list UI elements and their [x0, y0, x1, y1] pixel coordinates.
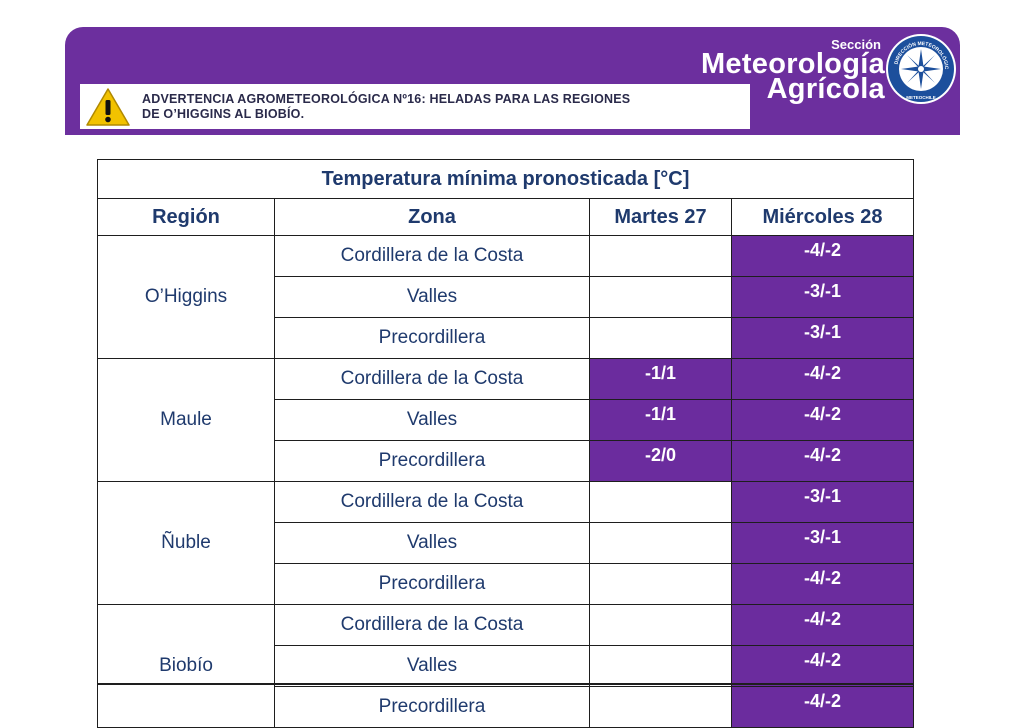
- martes-value-cell: [589, 481, 732, 523]
- zona-cell: Cordillera de la Costa: [274, 481, 590, 523]
- martes-value-cell: -2/0: [589, 440, 732, 482]
- martes-value-cell: [589, 604, 732, 646]
- martes-value-cell: [589, 645, 732, 687]
- table-row: Precordillera -3/-1: [98, 317, 915, 359]
- miercoles-value-cell: -3/-1: [730, 522, 915, 564]
- header-zona: Zona: [274, 198, 590, 236]
- martes-value-cell: -1/1: [589, 358, 732, 400]
- martes-value-cell: [589, 563, 732, 605]
- table-title: Temperatura mínima pronosticada [°C]: [96, 159, 915, 199]
- header-miercoles: Miércoles 28: [730, 198, 915, 236]
- table-row: Valles -4/-2: [98, 645, 915, 687]
- region-cell: Maule: [97, 358, 275, 482]
- zona-cell: Cordillera de la Costa: [274, 604, 590, 646]
- miercoles-value-cell: -4/-2: [730, 563, 915, 605]
- table-row: Ñuble Cordillera de la Costa -3/-1: [97, 481, 915, 605]
- zona-cell: Valles: [274, 399, 590, 441]
- zona-cell: Valles: [274, 645, 590, 687]
- zona-cell: Precordillera: [274, 686, 590, 728]
- zona-cell: Valles: [274, 522, 590, 564]
- zona-cell: Cordillera de la Costa: [274, 358, 590, 400]
- table-row: O’Higgins Cordillera de la Costa -4/-2: [97, 235, 915, 359]
- table-row: Maule Cordillera de la Costa -1/1 -4/-2: [97, 358, 915, 482]
- brand-line-1: Meteorología: [700, 48, 885, 80]
- zona-cell: Precordillera: [274, 440, 590, 482]
- table-row: Precordillera -4/-2: [98, 563, 915, 605]
- miercoles-value-cell: -4/-2: [730, 358, 915, 400]
- brand-logo-text: Sección Meteorología Agrícola: [690, 38, 885, 108]
- miercoles-value-cell: -4/-2: [730, 604, 915, 646]
- region-cell: Ñuble: [97, 481, 275, 605]
- zona-cell: Precordillera: [274, 563, 590, 605]
- martes-value-cell: [589, 317, 732, 359]
- table-bottom-rule: [97, 683, 913, 685]
- miercoles-value-cell: -3/-1: [730, 317, 915, 359]
- meteochile-seal-icon: DIRECCIÓN METEOROLÓGICA METEOCHILE: [885, 33, 956, 104]
- miercoles-value-cell: -4/-2: [730, 686, 915, 728]
- warning-icon: [86, 87, 130, 126]
- region-cell: O’Higgins: [97, 235, 275, 359]
- header-region: Región: [97, 198, 275, 236]
- table-row: Precordillera -2/0 -4/-2: [98, 440, 915, 482]
- alert-box: ADVERTENCIA AGROMETEOROLÓGICA Nº16: HELA…: [80, 84, 750, 129]
- miercoles-value-cell: -4/-2: [730, 399, 915, 441]
- seal-text-bottom: METEOCHILE: [906, 95, 936, 100]
- alert-line-1: ADVERTENCIA AGROMETEOROLÓGICA Nº16: HELA…: [142, 91, 631, 106]
- miercoles-value-cell: -4/-2: [730, 440, 915, 482]
- zona-cell: Precordillera: [274, 317, 590, 359]
- martes-value-cell: [589, 686, 732, 728]
- brand-line-2: Agrícola: [766, 73, 885, 105]
- alert-text: ADVERTENCIA AGROMETEOROLÓGICA Nº16: HELA…: [142, 92, 630, 122]
- miercoles-value-cell: -3/-1: [730, 481, 915, 523]
- miercoles-value-cell: -3/-1: [730, 276, 915, 318]
- miercoles-value-cell: -4/-2: [730, 645, 915, 687]
- martes-value-cell: [589, 522, 732, 564]
- martes-value-cell: [589, 276, 732, 318]
- zona-cell: Valles: [274, 276, 590, 318]
- region-cell: Biobío: [97, 604, 275, 728]
- miercoles-value-cell: -4/-2: [730, 235, 915, 277]
- frost-forecast-table: Temperatura mínima pronosticada [°C] Reg…: [96, 159, 915, 728]
- brand-section: Sección: [831, 37, 881, 52]
- zona-cell: Cordillera de la Costa: [274, 235, 590, 277]
- table-row: Biobío Cordillera de la Costa -4/-2: [97, 604, 915, 728]
- table-row: Valles -3/-1: [98, 522, 915, 564]
- martes-value-cell: [589, 235, 732, 277]
- martes-value-cell: -1/1: [589, 399, 732, 441]
- alert-line-2: DE O’HIGGINS AL BIOBÍO.: [142, 106, 305, 121]
- table-row: Valles -1/1 -4/-2: [98, 399, 915, 441]
- header-martes: Martes 27: [589, 198, 732, 236]
